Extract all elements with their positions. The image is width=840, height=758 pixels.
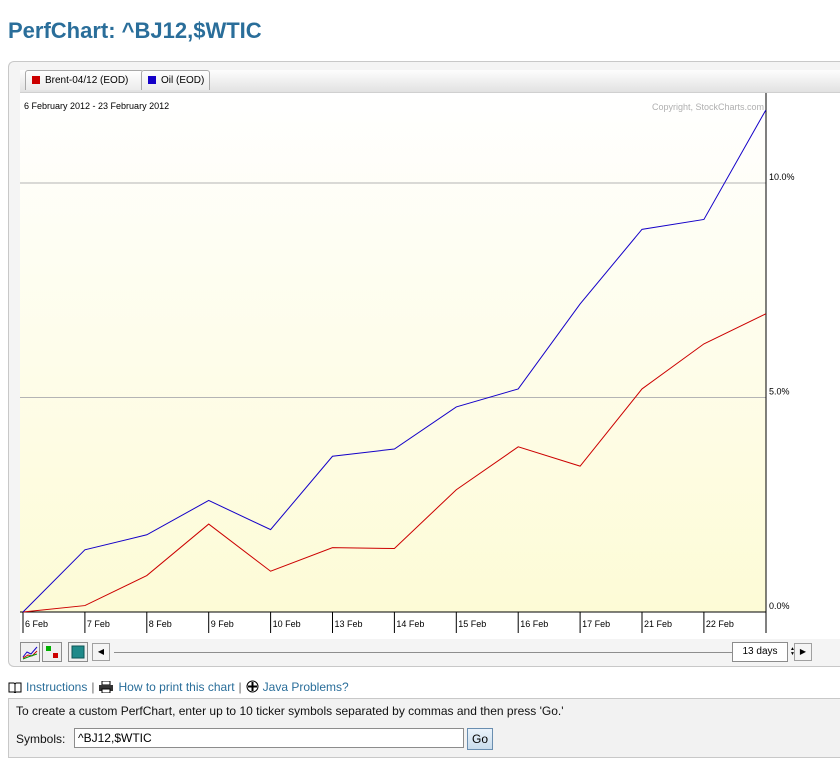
x-tick-label: 13 Feb [335,619,363,629]
legend-label-brent: Brent-04/12 (EOD) [45,75,129,86]
y-gridlines [20,182,766,398]
y-tick-label: 5.0% [769,387,790,397]
scroll-right-button[interactable]: ▶ [794,643,812,661]
x-tick-label: 17 Feb [582,619,610,629]
symbols-label: Symbols: [16,732,66,746]
x-tick-label: 7 Feb [87,619,110,629]
x-tick-label: 9 Feb [211,619,234,629]
scroll-left-button[interactable]: ◀ [92,643,110,661]
days-down-icon: ▼ [790,651,795,657]
x-tick-label: 10 Feb [273,619,301,629]
help-links: Instructions | How to print this chart | J… [8,680,349,698]
legend-bar: Brent-04/12 (EOD) Oil (EOD) [20,70,840,93]
y-tick-label: 0.0% [769,601,790,611]
x-tick-label: 6 Feb [25,619,48,629]
histogram-mode-button[interactable] [42,642,62,662]
x-axis: 6 Feb 7 Feb 8 Feb 9 Feb 10 Feb 13 Feb 14 Feb 15… [20,611,766,633]
java-icon [246,680,259,696]
link-separator: | [91,680,95,694]
x-tick-label: 21 Feb [644,619,672,629]
days-up-icon: ▲ [790,646,795,652]
printer-icon [98,680,114,696]
line-chart-icon [22,646,38,660]
days-spinner[interactable]: ▲ ▼ [790,647,798,657]
legend-tab-oil[interactable]: Oil (EOD) [141,70,210,90]
series-line-oil [22,109,767,613]
series-line-brent [22,313,767,613]
date-scrollbar-track[interactable] [114,652,732,653]
series-lines [22,109,767,613]
java-problems-link[interactable]: Java Problems? [262,680,349,694]
print-link[interactable]: How to print this chart [118,680,235,694]
form-instructions: To create a custom PerfChart, enter up t… [16,704,564,718]
x-tick-label: 16 Feb [520,619,548,629]
y-tick-label: 10.0% [769,172,795,182]
legend-tab-brent[interactable]: Brent-04/12 (EOD) [25,70,144,90]
y-axis: 0.0% 5.0% 10.0% [765,93,795,633]
symbols-input[interactable] [74,728,464,748]
x-tick-label: 8 Feb [149,619,172,629]
chart-copyright: Copyright, StockCharts.com [652,102,764,112]
page-title: PerfChart: ^BJ12,$WTIC [8,18,262,43]
link-separator: | [238,680,242,694]
legend-swatch-brent [32,76,40,84]
legend-swatch-oil [148,76,156,84]
plot-area-bg [20,93,766,612]
days-value[interactable]: 13 days [732,642,788,662]
chart-toolbar: ◀ 13 days ▲ ▼ ▶ [20,641,840,665]
perf-chart-plot[interactable]: 6 February 2012 - 23 February 2012 Copyr… [20,93,840,639]
histogram-icon [46,646,58,658]
legend-label-oil: Oil (EOD) [161,75,205,86]
teal-square-icon [71,645,85,659]
book-icon [8,681,22,696]
chart-date-range: 6 February 2012 - 23 February 2012 [24,101,169,111]
x-tick-label: 14 Feb [396,619,424,629]
chart-style-button[interactable] [68,642,88,662]
go-button[interactable]: Go [467,728,493,750]
instructions-link[interactable]: Instructions [26,680,88,694]
x-tick-label: 15 Feb [458,619,486,629]
x-tick-label: 22 Feb [706,619,734,629]
line-chart-mode-button[interactable] [20,642,40,662]
